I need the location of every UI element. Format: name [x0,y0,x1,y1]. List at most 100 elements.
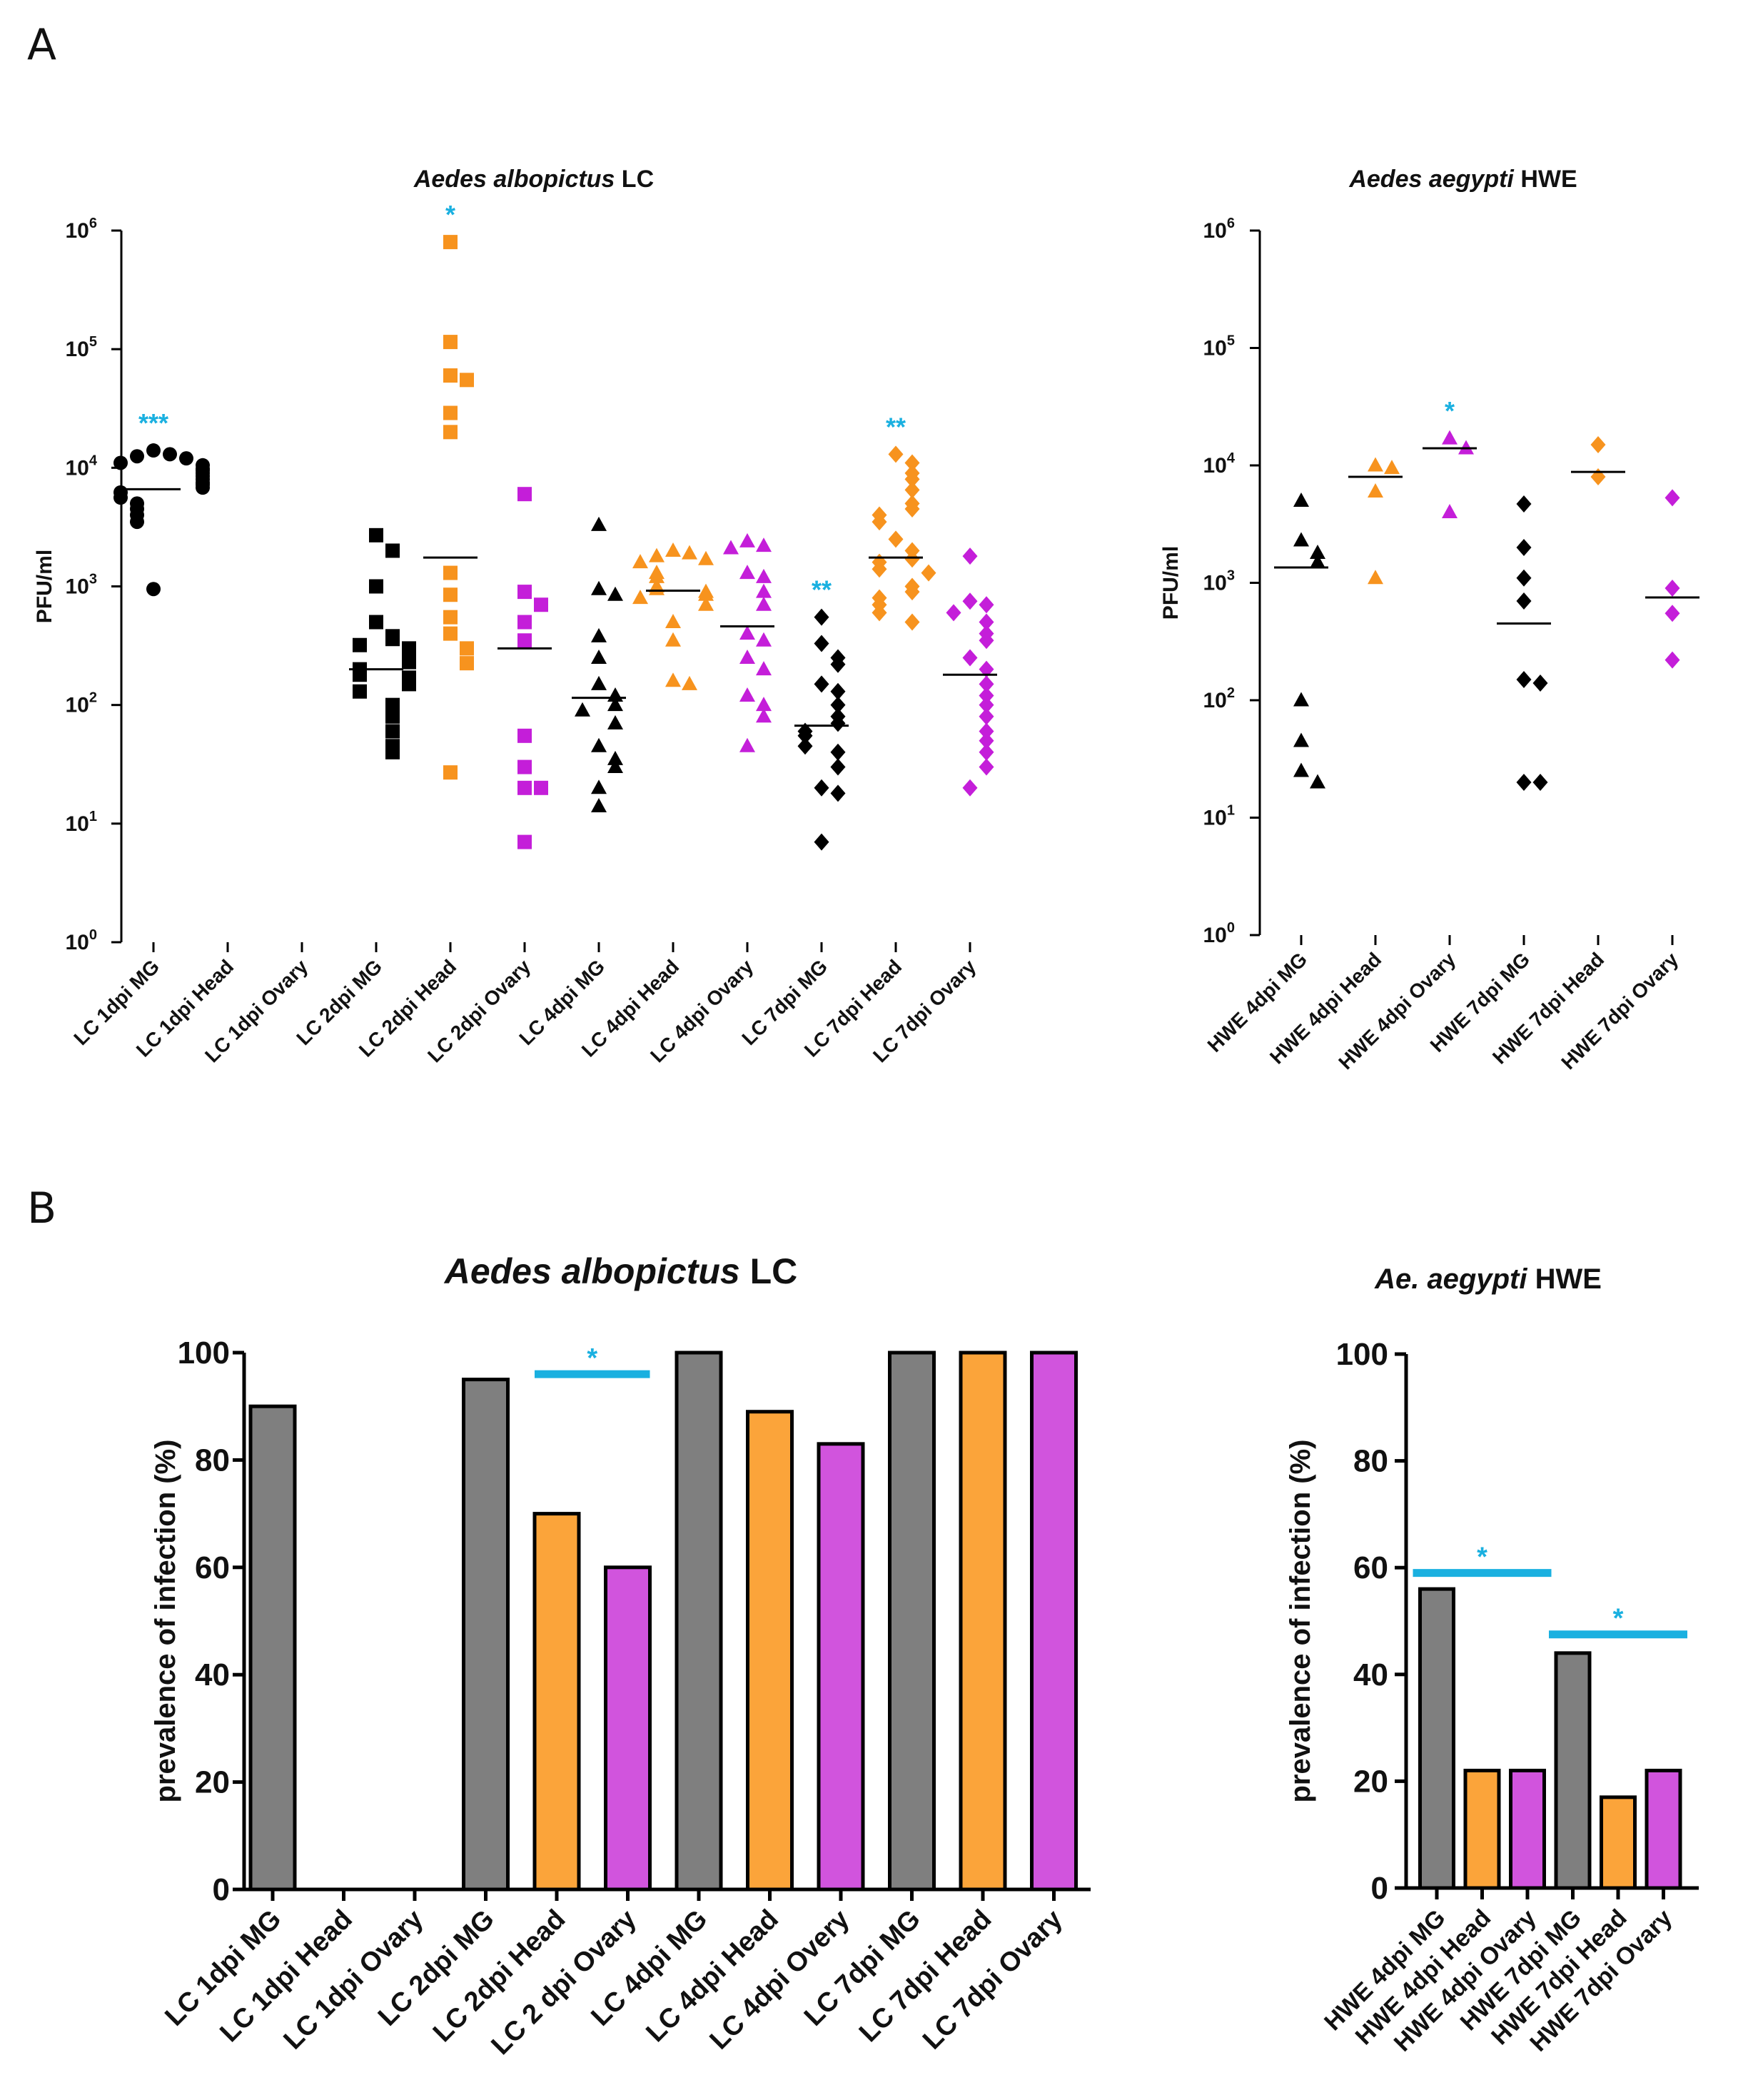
data-point [607,697,623,712]
data-point [369,579,383,594]
data-point [797,737,813,755]
y-tick-label: 80 [1353,1444,1388,1479]
data-point [888,530,904,548]
data-point [353,637,367,652]
data-point [517,585,532,600]
data-point [756,632,772,647]
y-tick-label: 0 [213,1872,230,1907]
chart-a-aegypti: Aedes aegypti HWE 100 101 102 103 104 105 106 PF… [1159,166,1699,1074]
data-point [517,759,532,774]
data-point [872,604,887,622]
data-point [1532,773,1548,791]
data-point [1590,468,1606,485]
bar-lc-4dpi-overy [817,1442,865,1892]
data-point [607,750,623,765]
group-lc-2dpi-ovary [497,487,552,849]
data-point [830,696,846,714]
y-tick-label: 0 [1371,1871,1388,1906]
y-axis-label: PFU/ml [33,550,56,623]
data-point [1310,554,1325,569]
data-point [591,675,607,690]
data-point [460,656,474,671]
data-point [517,728,532,743]
data-point [591,798,607,813]
data-point [607,586,623,601]
data-point [1516,773,1532,791]
y-tick-label: 60 [1353,1550,1388,1585]
data-point [385,709,400,724]
significance-marker: * [1477,1543,1487,1573]
panel-a-label: A [27,20,57,70]
data-point [739,565,755,580]
data-point [698,596,714,611]
data-point [756,708,772,723]
data-point [979,660,994,678]
bar-lc-7dpi-head [959,1351,1007,1892]
data-point [517,780,532,795]
data-point [756,583,772,598]
data-point [1293,762,1309,777]
data-point [591,627,607,642]
data-point [385,697,400,712]
data-point [353,667,367,682]
data-point [443,565,458,580]
data-point [739,625,755,640]
y-tick-label: 103 [66,572,98,599]
group-lc-4dpi-mg [572,516,626,813]
data-point [830,758,846,776]
data-point [443,765,458,780]
bar-lc-7dpi-mg [888,1351,936,1892]
data-point [1368,483,1383,498]
data-point [830,655,846,673]
data-point [904,583,920,601]
data-point [1532,674,1548,692]
data-point [682,545,697,560]
data-point [1310,774,1325,789]
data-point [698,550,714,565]
data-point [1368,570,1383,585]
group-hwe-7dpi-ovary [1645,489,1699,669]
data-point [979,722,994,740]
data-point [591,650,607,665]
data-point [979,613,994,631]
data-point [739,650,755,665]
data-point [962,547,978,565]
data-point [946,604,961,622]
data-point [402,655,416,670]
y-tick-label: 100 [1336,1337,1388,1372]
data-point [814,833,829,851]
group-lc-4dpi-ovary [720,532,774,752]
data-point [814,635,829,652]
data-point [591,580,607,595]
y-tick-label: 106 [66,216,98,243]
data-point [385,744,400,759]
data-point [1293,493,1309,508]
data-point [979,732,994,749]
data-point [979,675,994,693]
y-tick-label: 80 [195,1443,230,1478]
y-tick-label: 40 [1353,1657,1388,1692]
y-tick-label: 101 [1203,803,1236,830]
data-point [443,626,458,641]
data-point [369,527,383,542]
data-point [1516,495,1532,513]
data-point [904,470,920,488]
data-point [113,455,128,470]
data-point [872,513,887,531]
data-point [962,649,978,667]
data-point [739,737,755,752]
group-lc-4dpi-head [632,542,714,690]
data-point [1516,569,1532,587]
data-point [1665,651,1680,669]
bar-lc-7dpi-ovary [1030,1351,1078,1892]
y-tick-label: 102 [66,690,98,717]
data-point [591,737,607,752]
data-point [979,707,994,725]
group-lc-7dpi-ovary [943,547,997,797]
bar-lc-4dpi-head [746,1410,794,1892]
group-hwe-7dpi-head [1571,436,1625,485]
panel-b-label: B [27,1183,57,1233]
data-point [1442,430,1458,445]
y-axis-label: PFU/ml [1159,546,1183,620]
data-point [443,368,458,383]
